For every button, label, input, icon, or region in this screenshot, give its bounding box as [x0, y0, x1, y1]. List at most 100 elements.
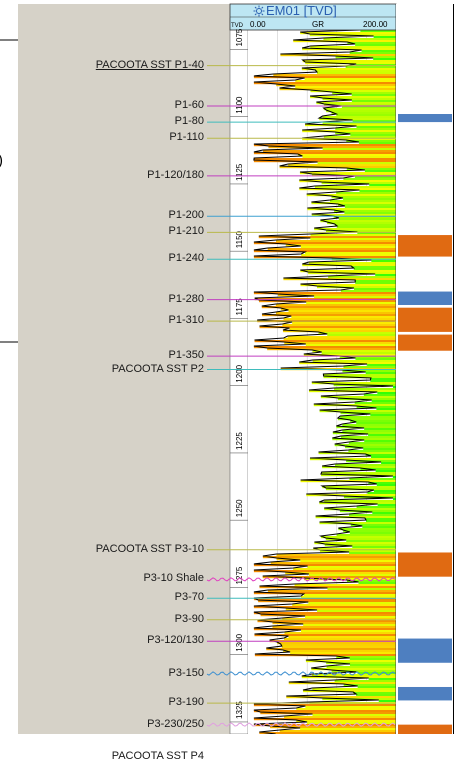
gr-fill-strip [310, 46, 396, 49]
gr-fill-strip [326, 662, 396, 665]
gr-fill-strip [267, 590, 396, 593]
gr-fill-strip [324, 500, 396, 503]
marker-label[interactable]: P1-110 [169, 131, 204, 144]
gr-fill-strip [261, 306, 396, 309]
marker-label[interactable]: P3-150 [168, 666, 204, 679]
gr-fill-strip [365, 454, 396, 457]
gr-fill-strip [300, 284, 396, 287]
gr-fill-strip [329, 200, 396, 203]
gr-fill-strip [276, 558, 396, 561]
gr-fill-strip [253, 598, 396, 601]
gr-fill-strip [337, 398, 396, 401]
marker-label[interactable]: P1-200 [168, 209, 204, 222]
gr-fill-strip [332, 92, 396, 95]
marker-label[interactable]: P3-90 [174, 612, 204, 625]
gr-fill-strip [300, 32, 396, 35]
track-header: EM01 [TVD] TVD 0.00 GR 200.00 [229, 3, 397, 31]
gr-fill-strip [348, 442, 396, 445]
gr-fill-strip [331, 670, 396, 673]
gr-fill-strip [310, 234, 396, 237]
gr-fill-strip [304, 78, 396, 81]
gr-fill-strip [347, 580, 396, 583]
gr-fill-strip [324, 508, 396, 511]
marker-label[interactable]: P3-190 [168, 696, 204, 709]
gr-fill-strip [253, 612, 396, 615]
gr-fill-strip [262, 314, 396, 317]
gr-fill-strip [276, 240, 396, 243]
gr-fill-strip [322, 486, 396, 489]
gr-fill-strip [370, 414, 396, 417]
gr-fill-strip [328, 276, 396, 279]
gr-fill-strip [336, 192, 396, 195]
gr-fill-strip [340, 412, 396, 415]
facies-track [396, 4, 454, 734]
gr-fill-strip [320, 220, 396, 223]
marker-label[interactable]: P1-280 [168, 292, 204, 305]
marker-label[interactable]: P1-210 [168, 225, 204, 238]
gr-fill-strip [280, 308, 396, 311]
gr-fill-strip [349, 664, 396, 667]
gr-fill-strip [344, 206, 396, 209]
marker-label[interactable]: P1-350 [168, 349, 204, 362]
gr-fill-strip [254, 634, 396, 637]
gr-fill-strip [314, 296, 396, 299]
marker-label[interactable]: P3-10 Shale [143, 572, 204, 585]
facies-block [398, 114, 452, 123]
sun-icon [253, 5, 265, 17]
marker-label[interactable]: P3-230/250 [147, 717, 204, 730]
marker-label[interactable]: P3-70 [174, 591, 204, 604]
gr-fill-strip [377, 504, 396, 507]
gr-fill-strip [326, 230, 396, 233]
marker-label[interactable]: P1-60 [174, 98, 204, 111]
gr-fill-strip [369, 184, 396, 187]
gr-fill-strip [253, 724, 396, 727]
gr-fill-strip [364, 170, 396, 173]
gr-fill-strip [270, 562, 396, 565]
facies-block [398, 552, 452, 577]
gr-fill-strip [315, 70, 396, 73]
gr-fill-strip [319, 410, 396, 413]
marker-label[interactable]: P1-310 [168, 314, 204, 327]
gr-fill-strip [356, 126, 396, 129]
gr-fill-strip [343, 684, 396, 687]
depth-tick-label: 1100 [235, 96, 244, 114]
gr-fill-strip [290, 652, 396, 655]
gr-fill-strip [356, 694, 396, 697]
gr-fill-strip [356, 506, 396, 509]
marker-label[interactable]: PACOOTA SST P1-40 [95, 58, 204, 71]
marker-label[interactable]: P3-120/130 [147, 634, 204, 647]
gr-fill-strip [327, 222, 396, 225]
gr-fill-strip [306, 302, 396, 305]
gr-fill-strip [300, 728, 396, 731]
gr-fill-strip [335, 128, 396, 131]
marker-label[interactable]: P1-240 [168, 252, 204, 265]
gr-fill-strip [370, 456, 396, 459]
gr-fill-strip [339, 510, 396, 513]
gr-fill-strip [340, 416, 396, 419]
gr-fill-strip [286, 696, 396, 699]
gr-fill-strip [300, 246, 396, 249]
gr-fill-strip [340, 290, 396, 293]
marker-label[interactable]: P1-80 [174, 115, 204, 128]
gr-fill-strip [272, 622, 396, 625]
gr-fill-strip [303, 624, 396, 627]
curve-max-label: 200.00 [363, 20, 388, 29]
marker-label[interactable]: PACOOTA SST P4 [111, 749, 204, 762]
gr-fill-strip [285, 608, 396, 611]
gr-fill-strip [358, 142, 396, 145]
gr-fill-strip [279, 88, 396, 91]
marker-label[interactable]: P1-120/180 [147, 168, 204, 181]
gr-fill-strip [314, 186, 396, 189]
marker-label[interactable]: PACOOTA SST P3-10 [95, 542, 204, 555]
marker-label[interactable]: PACOOTA SST P2 [111, 362, 204, 375]
gr-fill-strip [293, 568, 396, 571]
gr-fill-strip [296, 708, 396, 711]
depth-tick-label: 1250 [235, 499, 244, 517]
gr-fill-strip [303, 594, 396, 597]
gr-fill-strip [342, 430, 396, 433]
gr-fill-strip [327, 588, 396, 591]
gr-fill-strip [334, 444, 396, 447]
gr-fill-strip [273, 74, 396, 77]
gr-fill-strip [340, 436, 396, 439]
gr-fill-strip [358, 582, 396, 585]
